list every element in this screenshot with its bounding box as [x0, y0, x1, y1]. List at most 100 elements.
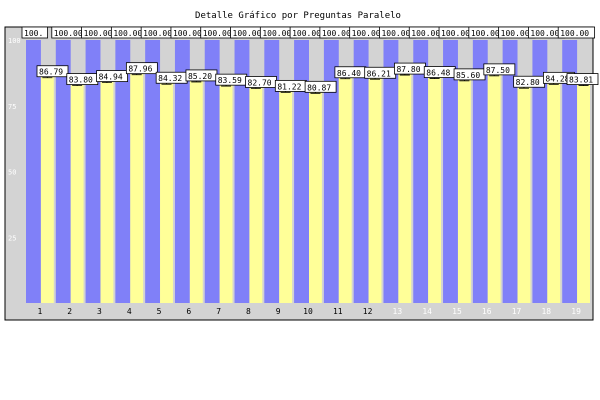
bar-series1 — [443, 40, 458, 303]
data-label-series2-text: 84.28 — [545, 74, 569, 83]
bar-series2 — [398, 72, 412, 303]
bar-series1 — [323, 40, 339, 303]
data-label-series2: 81.22 — [274, 79, 307, 92]
data-label-series2-text: 84.32 — [158, 74, 182, 83]
data-label-series1-text: 100.00 — [262, 29, 291, 38]
data-label-series2-box — [36, 65, 69, 78]
data-label-series1-text: 100.00 — [441, 29, 470, 38]
data-label-series1-text: 100.00 — [501, 29, 530, 38]
data-label-series2-text: 85.60 — [456, 71, 480, 80]
data-labels: 100. 86.79 100.00 83.80 100.00 84.94 100.00 87.… — [21, 26, 599, 93]
data-label-series2-text: 87.80 — [396, 65, 420, 74]
bar-series2 — [189, 78, 203, 303]
data-label-series2-text: 86.48 — [426, 69, 450, 78]
data-label-series1-text: 100.00 — [233, 29, 262, 38]
bar-series2 — [100, 79, 114, 303]
data-label-series2-box — [125, 62, 158, 75]
x-tick-label: 14 — [422, 307, 432, 316]
y-axis: 25 50 75 100 — [8, 37, 21, 242]
data-label-series2-text: 80.87 — [307, 83, 331, 92]
bar-series1 — [562, 40, 578, 303]
x-tick-label: 3 — [97, 307, 102, 316]
data-label-series2: 87.80 — [394, 62, 426, 75]
data-label-series1: 100. — [21, 26, 49, 39]
data-label-series1-text: 100.00 — [560, 29, 589, 38]
data-label-series1-text: 100.00 — [143, 29, 172, 38]
bars-layer — [26, 40, 590, 304]
bar-series1 — [413, 40, 429, 303]
chart-title: Detalle Gráfico por Preguntas Paralelo — [195, 11, 401, 21]
bar-series2 — [219, 83, 233, 304]
data-label-series2: 86.40 — [334, 66, 367, 79]
data-label-series1: 100.00 — [557, 26, 596, 39]
x-tick-label: 12 — [363, 307, 373, 316]
bar-series2 — [130, 71, 144, 304]
data-label-series2: 84.94 — [96, 70, 128, 83]
bar-series1 — [174, 40, 190, 303]
data-label-series2-text: 87.96 — [128, 65, 152, 74]
data-label-series2-text: 81.22 — [277, 82, 301, 91]
data-label-series2-text: 87.50 — [486, 66, 510, 75]
data-label-series2-text: 85.20 — [188, 72, 212, 81]
y-tick-label: 25 — [8, 234, 16, 242]
data-label-series2: 86.48 — [423, 66, 456, 78]
bar-series1 — [26, 40, 41, 303]
data-label-series2: 80.87 — [304, 80, 337, 93]
x-tick-label: 16 — [482, 307, 492, 316]
data-label-series2: 83.59 — [215, 73, 248, 86]
x-tick-label: 8 — [246, 307, 251, 316]
x-tick-label: 11 — [333, 307, 343, 316]
bar-series1 — [145, 40, 161, 303]
data-label-series1-text: 100.00 — [322, 29, 351, 38]
x-tick-label: 15 — [452, 307, 462, 316]
bar-series1 — [234, 40, 250, 303]
data-label-series1-box — [21, 26, 49, 39]
data-label-series1-text: 100.00 — [352, 29, 381, 38]
data-label-series2: 83.81 — [566, 73, 599, 85]
data-label-series2: 82.80 — [513, 75, 546, 88]
data-label-series1-box — [557, 26, 596, 39]
x-tick-label: 17 — [512, 307, 522, 316]
x-tick-label: 7 — [216, 307, 221, 316]
data-label-series2: 86.79 — [36, 65, 69, 78]
x-tick-label: 10 — [303, 307, 313, 316]
x-tick-label: 6 — [186, 307, 191, 316]
bar-series2 — [338, 75, 352, 303]
data-label-series2-text: 83.59 — [218, 76, 242, 85]
y-tick-label: 75 — [8, 103, 16, 111]
bar-series1 — [532, 40, 548, 303]
bar-series1 — [383, 40, 399, 303]
x-tick-label: 1 — [37, 307, 42, 316]
data-label-series2-box — [96, 70, 128, 83]
data-label-series2-box — [483, 63, 516, 76]
data-label-series2-text: 86.40 — [337, 69, 361, 78]
bar-series2 — [517, 85, 531, 304]
bar-series2 — [279, 89, 293, 303]
bar-series1 — [294, 40, 309, 303]
bar-series2 — [309, 90, 322, 304]
bar-series2 — [368, 76, 382, 303]
bar-series2 — [547, 81, 561, 303]
data-label-series1-text: 100.00 — [411, 29, 440, 38]
bar-series2 — [249, 85, 263, 304]
x-tick-label: 4 — [127, 307, 132, 316]
data-label-series2-box — [304, 80, 337, 93]
data-label-series2-text: 84.94 — [99, 73, 123, 82]
bar-series2 — [457, 77, 471, 303]
data-label-series1-text: 100.00 — [530, 29, 559, 38]
data-label-series2: 87.50 — [483, 63, 516, 76]
x-tick-label: 19 — [571, 307, 581, 316]
data-label-series2-text: 82.80 — [516, 78, 540, 87]
bar-series1 — [353, 40, 369, 303]
bar-series2 — [160, 81, 173, 303]
x-tick-label: 13 — [393, 307, 403, 316]
data-label-series1-text: 100. — [24, 29, 43, 38]
data-label-series2-text: 82.70 — [248, 78, 272, 87]
x-tick-label: 9 — [276, 307, 281, 316]
data-label-series1-text: 100.00 — [113, 29, 142, 38]
data-label-series1-text: 100.00 — [173, 29, 202, 38]
x-tick-label: 18 — [541, 307, 551, 316]
data-label-series2: 83.80 — [66, 73, 99, 86]
data-label-series2-box — [566, 73, 599, 85]
